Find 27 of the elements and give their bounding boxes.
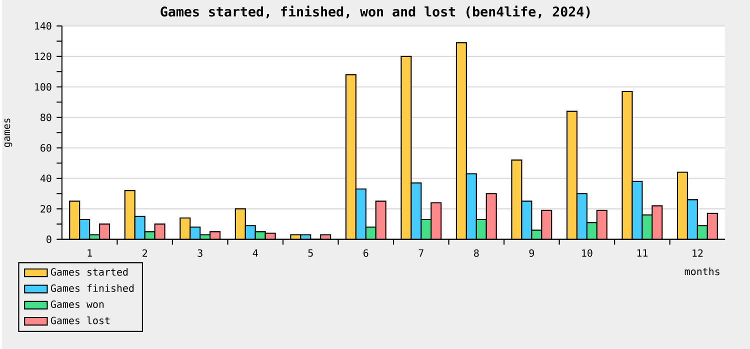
x-tick-label: 4: [252, 249, 258, 257]
legend-label: Games finished: [50, 284, 134, 292]
chart-title: Games started, finished, won and lost (ben4life, 2024): [160, 6, 590, 18]
x-tick-label: 8: [474, 249, 479, 257]
x-tick-label: 12: [692, 249, 703, 257]
x-tick-label: 1: [88, 249, 92, 257]
x-tick-label: 10: [582, 249, 592, 257]
x-tick-label: 2: [142, 249, 147, 257]
x-tick-label: 7: [418, 249, 424, 257]
x-tick-label: 9: [529, 249, 534, 257]
x-tick-label: 6: [364, 249, 368, 257]
x-tick-label: 5: [308, 249, 313, 257]
x-tick-label: 3: [198, 249, 202, 257]
x-axis-title: months: [684, 267, 720, 276]
y-tick-label: 0: [46, 236, 52, 244]
legend-label: Games lost: [50, 316, 110, 324]
y-tick-label: 80: [40, 114, 52, 122]
legend-label: Games started: [50, 268, 128, 276]
y-axis-title: games: [4, 118, 12, 148]
x-tick-label: 11: [637, 249, 648, 257]
y-tick-label: 100: [35, 83, 52, 91]
legend-label: Games won: [50, 300, 104, 308]
y-tick-label: 20: [40, 205, 52, 213]
y-tick-label: 40: [40, 174, 52, 182]
y-tick-label: 60: [40, 144, 52, 152]
y-tick-label: 120: [35, 52, 52, 60]
y-tick-label: 140: [35, 22, 52, 30]
